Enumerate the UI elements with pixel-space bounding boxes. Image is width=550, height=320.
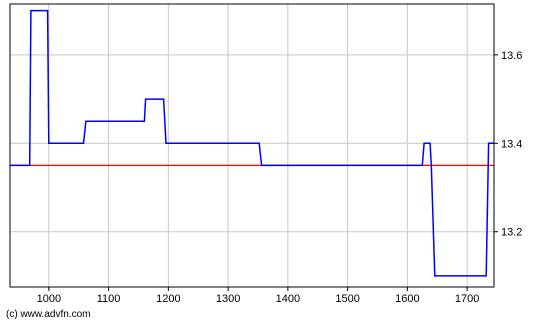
y-axis: 13.2 13.4 13.6 — [494, 50, 522, 239]
plot-frame — [9, 3, 495, 288]
x-tick-label: 1500 — [335, 293, 359, 305]
y-tick-label: 13.6 — [501, 50, 522, 62]
x-tick-label: 1400 — [276, 293, 300, 305]
credit-text: (c) www.advfn.com — [6, 309, 90, 320]
x-tick-label: 1000 — [37, 293, 61, 305]
y-tick-label: 13.2 — [501, 227, 522, 239]
x-tick-label: 1100 — [97, 293, 121, 305]
x-tick-label: 1600 — [395, 293, 419, 305]
x-tick-label: 1200 — [156, 293, 180, 305]
price-series-line — [10, 9, 494, 277]
x-tick-label: 1300 — [216, 293, 240, 305]
y-tick-label: 13.4 — [501, 138, 522, 150]
x-axis: 1000 1100 1200 1300 1400 1500 1600 1700 — [37, 287, 479, 305]
x-tick-label: 1700 — [455, 293, 479, 305]
